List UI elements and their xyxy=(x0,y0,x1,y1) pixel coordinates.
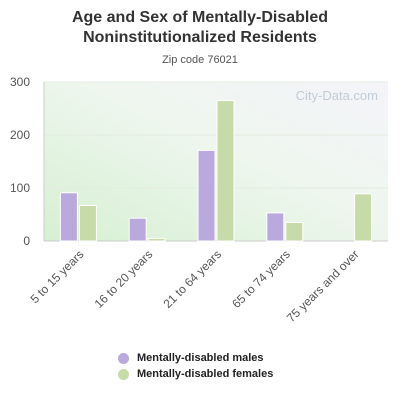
legend-item-males: Mentally-disabled males xyxy=(118,350,273,366)
legend-label-males: Mentally-disabled males xyxy=(137,352,264,364)
legend-item-females: Mentally-disabled females xyxy=(118,366,273,382)
bar-males xyxy=(266,212,285,242)
bar-females xyxy=(285,221,304,242)
x-tick-label: 5 to 15 years xyxy=(28,247,87,306)
y-tick-label: 200 xyxy=(10,128,30,142)
x-tick-label: 21 to 64 years xyxy=(160,247,224,311)
x-tick-label: 75 years and over xyxy=(284,247,362,325)
x-tick-label: 65 to 74 years xyxy=(229,247,293,311)
y-tick-label: 0 xyxy=(23,234,30,248)
x-tick-label: 16 to 20 years xyxy=(92,247,156,311)
y-tick-label: 300 xyxy=(10,75,30,89)
bar-females xyxy=(216,100,235,242)
bar-females xyxy=(147,237,166,242)
legend-swatch-females xyxy=(118,368,129,380)
chart-title: Age and Sex of Mentally-Disabled Noninst… xyxy=(71,9,329,46)
legend-swatch-males xyxy=(118,352,129,364)
watermark: City-Data.com xyxy=(296,88,378,103)
legend-label-females: Mentally-disabled females xyxy=(137,368,274,380)
chart-subtitle: Zip code 76021 xyxy=(162,54,238,66)
legend: Mentally-disabled males Mentally-disable… xyxy=(118,350,273,382)
plot-background xyxy=(44,82,388,241)
bar-females xyxy=(78,204,97,242)
bar-females xyxy=(354,193,373,242)
y-tick-label: 100 xyxy=(10,181,30,195)
bar-males xyxy=(59,192,78,242)
bar-males xyxy=(197,149,216,242)
bar-males xyxy=(128,217,147,242)
